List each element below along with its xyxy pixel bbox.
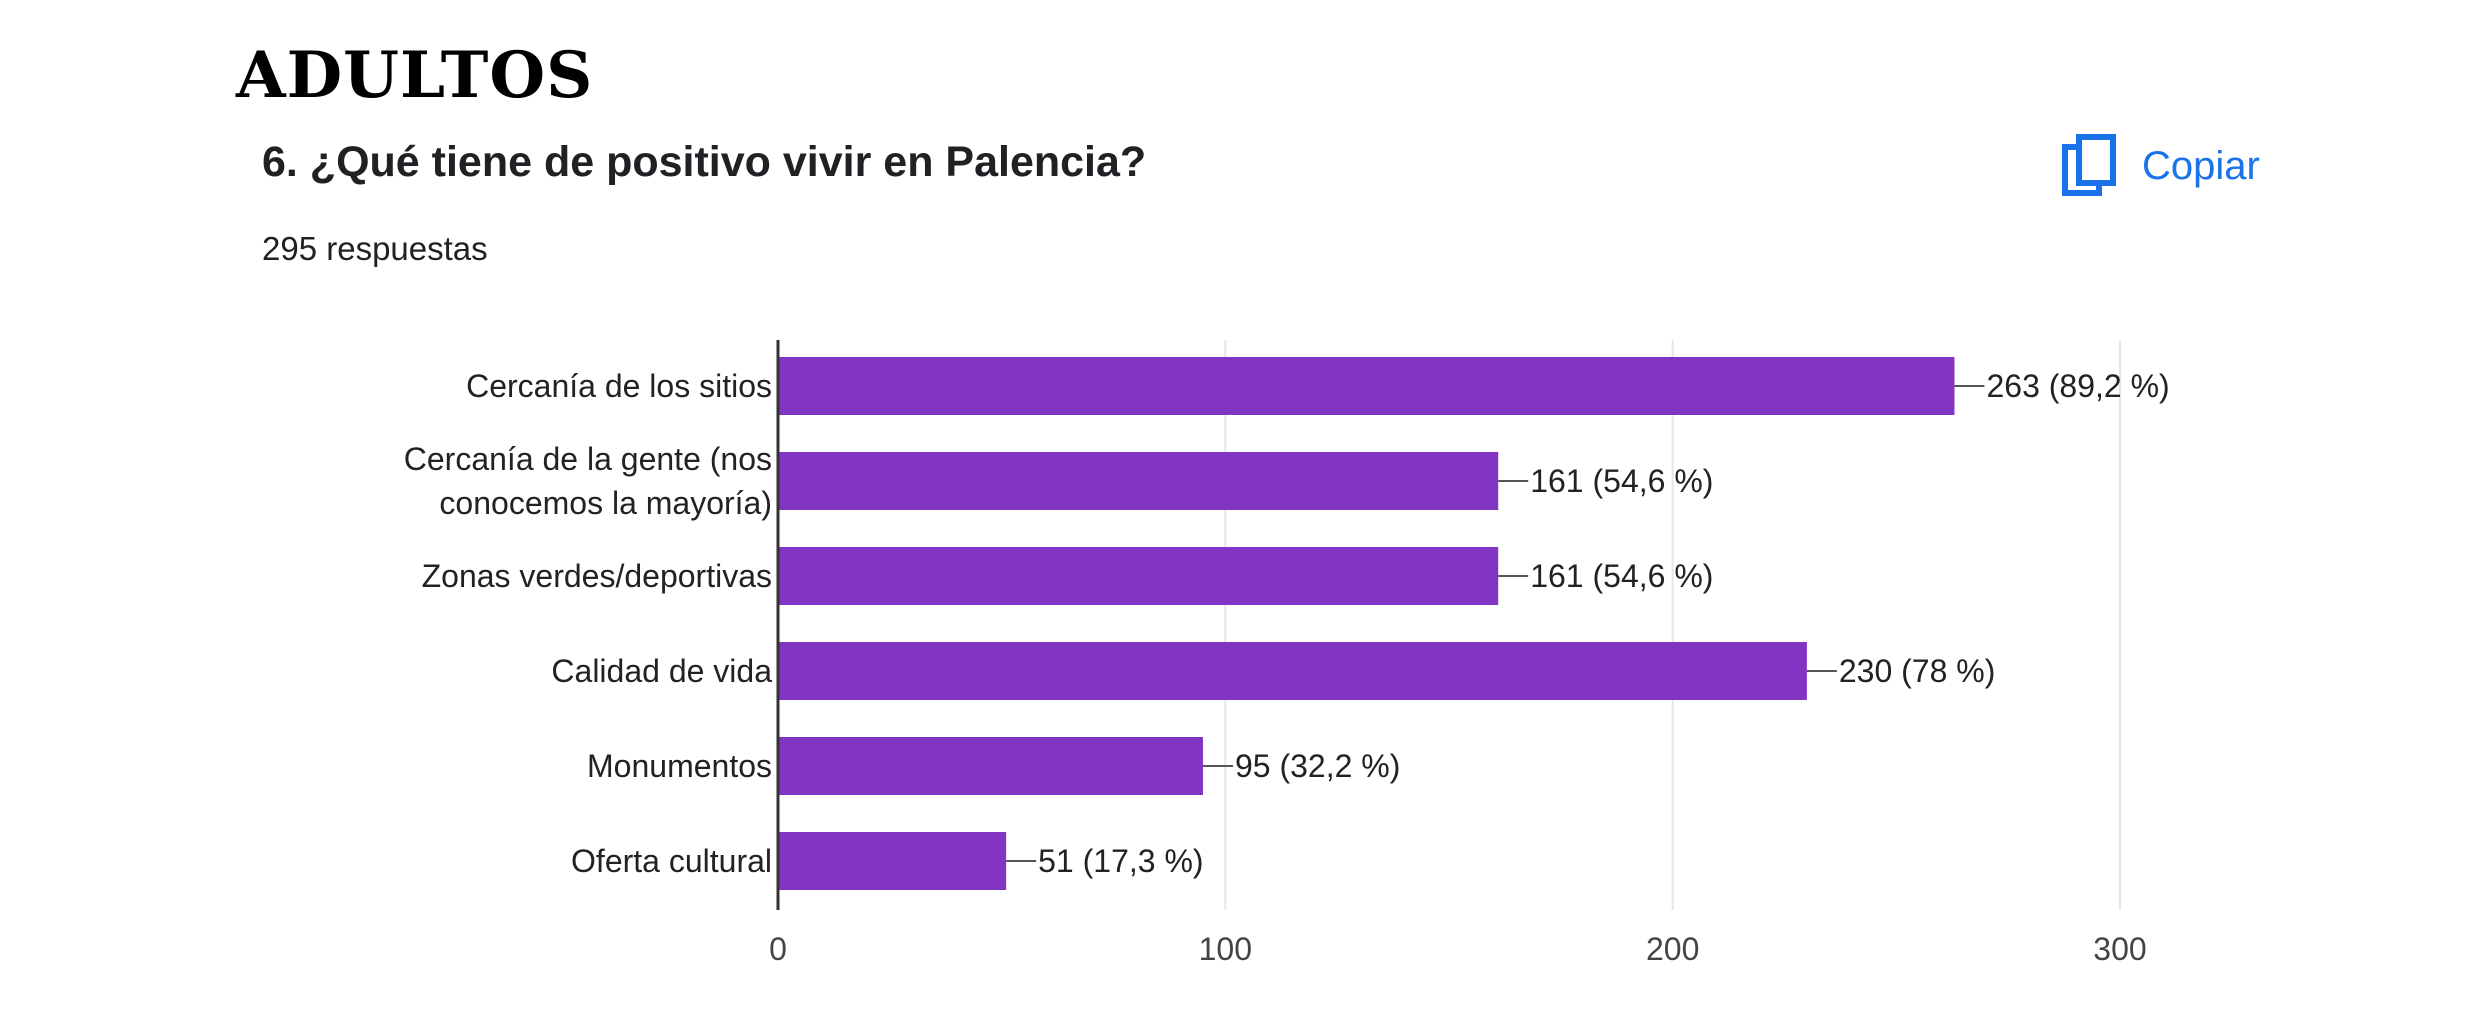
- copy-button[interactable]: Copiar: [2062, 126, 2275, 206]
- category-label-line: Zonas verdes/deportivas: [422, 558, 772, 594]
- category-label: Cercanía de la gente (nos conocemos la ma…: [404, 441, 772, 521]
- category-label: Cercanía de los sitios: [466, 368, 772, 404]
- copy-button-label: Copiar: [2142, 143, 2260, 188]
- bar: [778, 737, 1203, 795]
- category-label: Monumentos: [587, 748, 772, 784]
- data-label: 263 (89,2 %): [1986, 368, 2169, 404]
- x-tick-label: 300: [2093, 931, 2146, 967]
- data-label: 161 (54,6 %): [1530, 463, 1713, 499]
- category-label-line: Cercanía de la gente (nos: [404, 441, 772, 477]
- category-label-line: Cercanía de los sitios: [466, 368, 772, 404]
- bar: [778, 547, 1499, 605]
- x-tick-label: 200: [1646, 931, 1699, 967]
- x-tick-label: 0: [769, 931, 787, 967]
- question-title: 6. ¿Qué tiene de positivo vivir en Palen…: [262, 138, 1147, 186]
- category-label-line: Oferta cultural: [571, 843, 772, 879]
- category-label-line: Monumentos: [587, 748, 772, 784]
- bar: [778, 642, 1807, 700]
- category-label-line: Calidad de vida: [551, 653, 772, 689]
- data-label: 161 (54,6 %): [1530, 558, 1713, 594]
- response-count: 295 respuestas: [262, 230, 488, 267]
- category-label: Oferta cultural: [571, 843, 772, 879]
- data-label: 230 (78 %): [1839, 653, 1996, 689]
- bar: [778, 452, 1499, 510]
- bar: [778, 832, 1007, 890]
- x-tick-label: 100: [1199, 931, 1252, 967]
- data-label: 51 (17,3 %): [1038, 843, 1203, 879]
- category-label: Zonas verdes/deportivas: [422, 558, 772, 594]
- data-label: 95 (32,2 %): [1235, 748, 1400, 784]
- page-heading: ADULTOS: [236, 38, 594, 113]
- copy-icon: [2062, 134, 2116, 196]
- category-label-line: conocemos la mayoría): [439, 485, 772, 521]
- bar: [778, 357, 1955, 415]
- category-label: Calidad de vida: [551, 653, 772, 689]
